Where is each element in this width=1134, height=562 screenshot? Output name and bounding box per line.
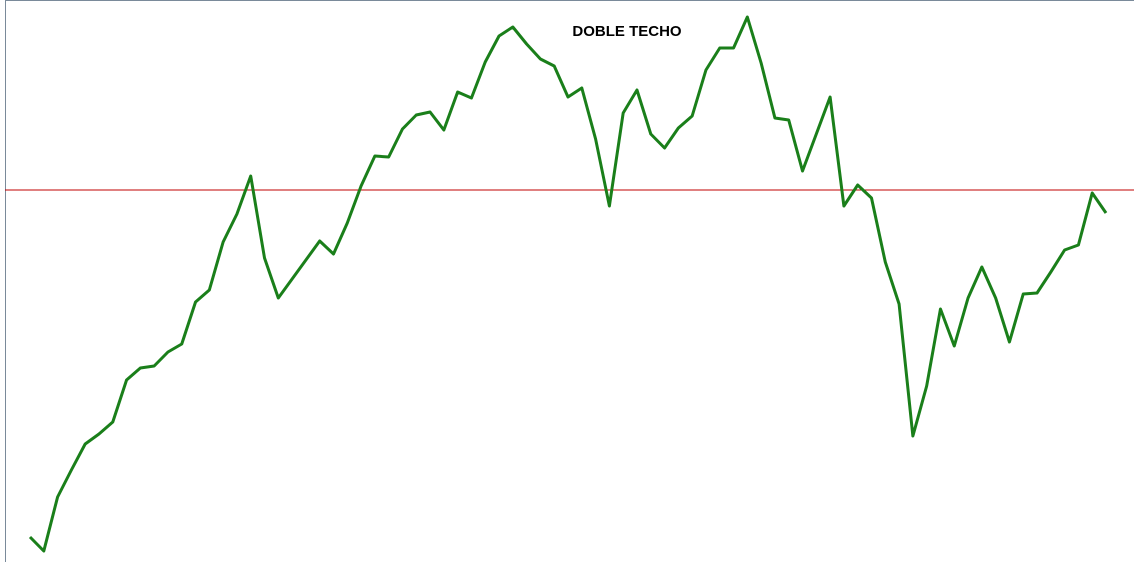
- price-line: [28, 15, 1108, 553]
- chart-title: DOBLE TECHO: [572, 23, 682, 40]
